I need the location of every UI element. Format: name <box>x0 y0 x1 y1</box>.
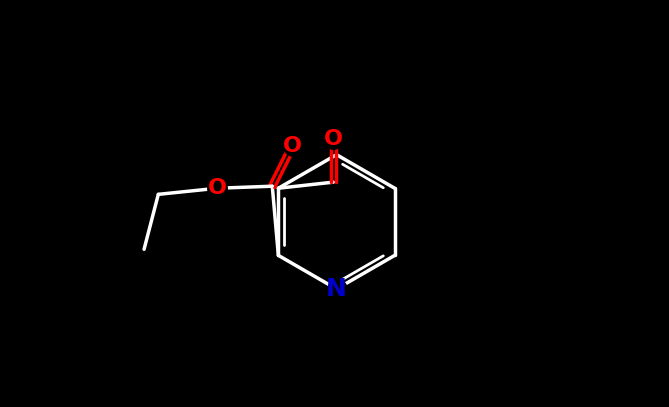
Text: O: O <box>208 178 227 198</box>
Text: N: N <box>326 277 347 301</box>
Text: O: O <box>324 129 343 149</box>
Text: O: O <box>283 136 302 155</box>
